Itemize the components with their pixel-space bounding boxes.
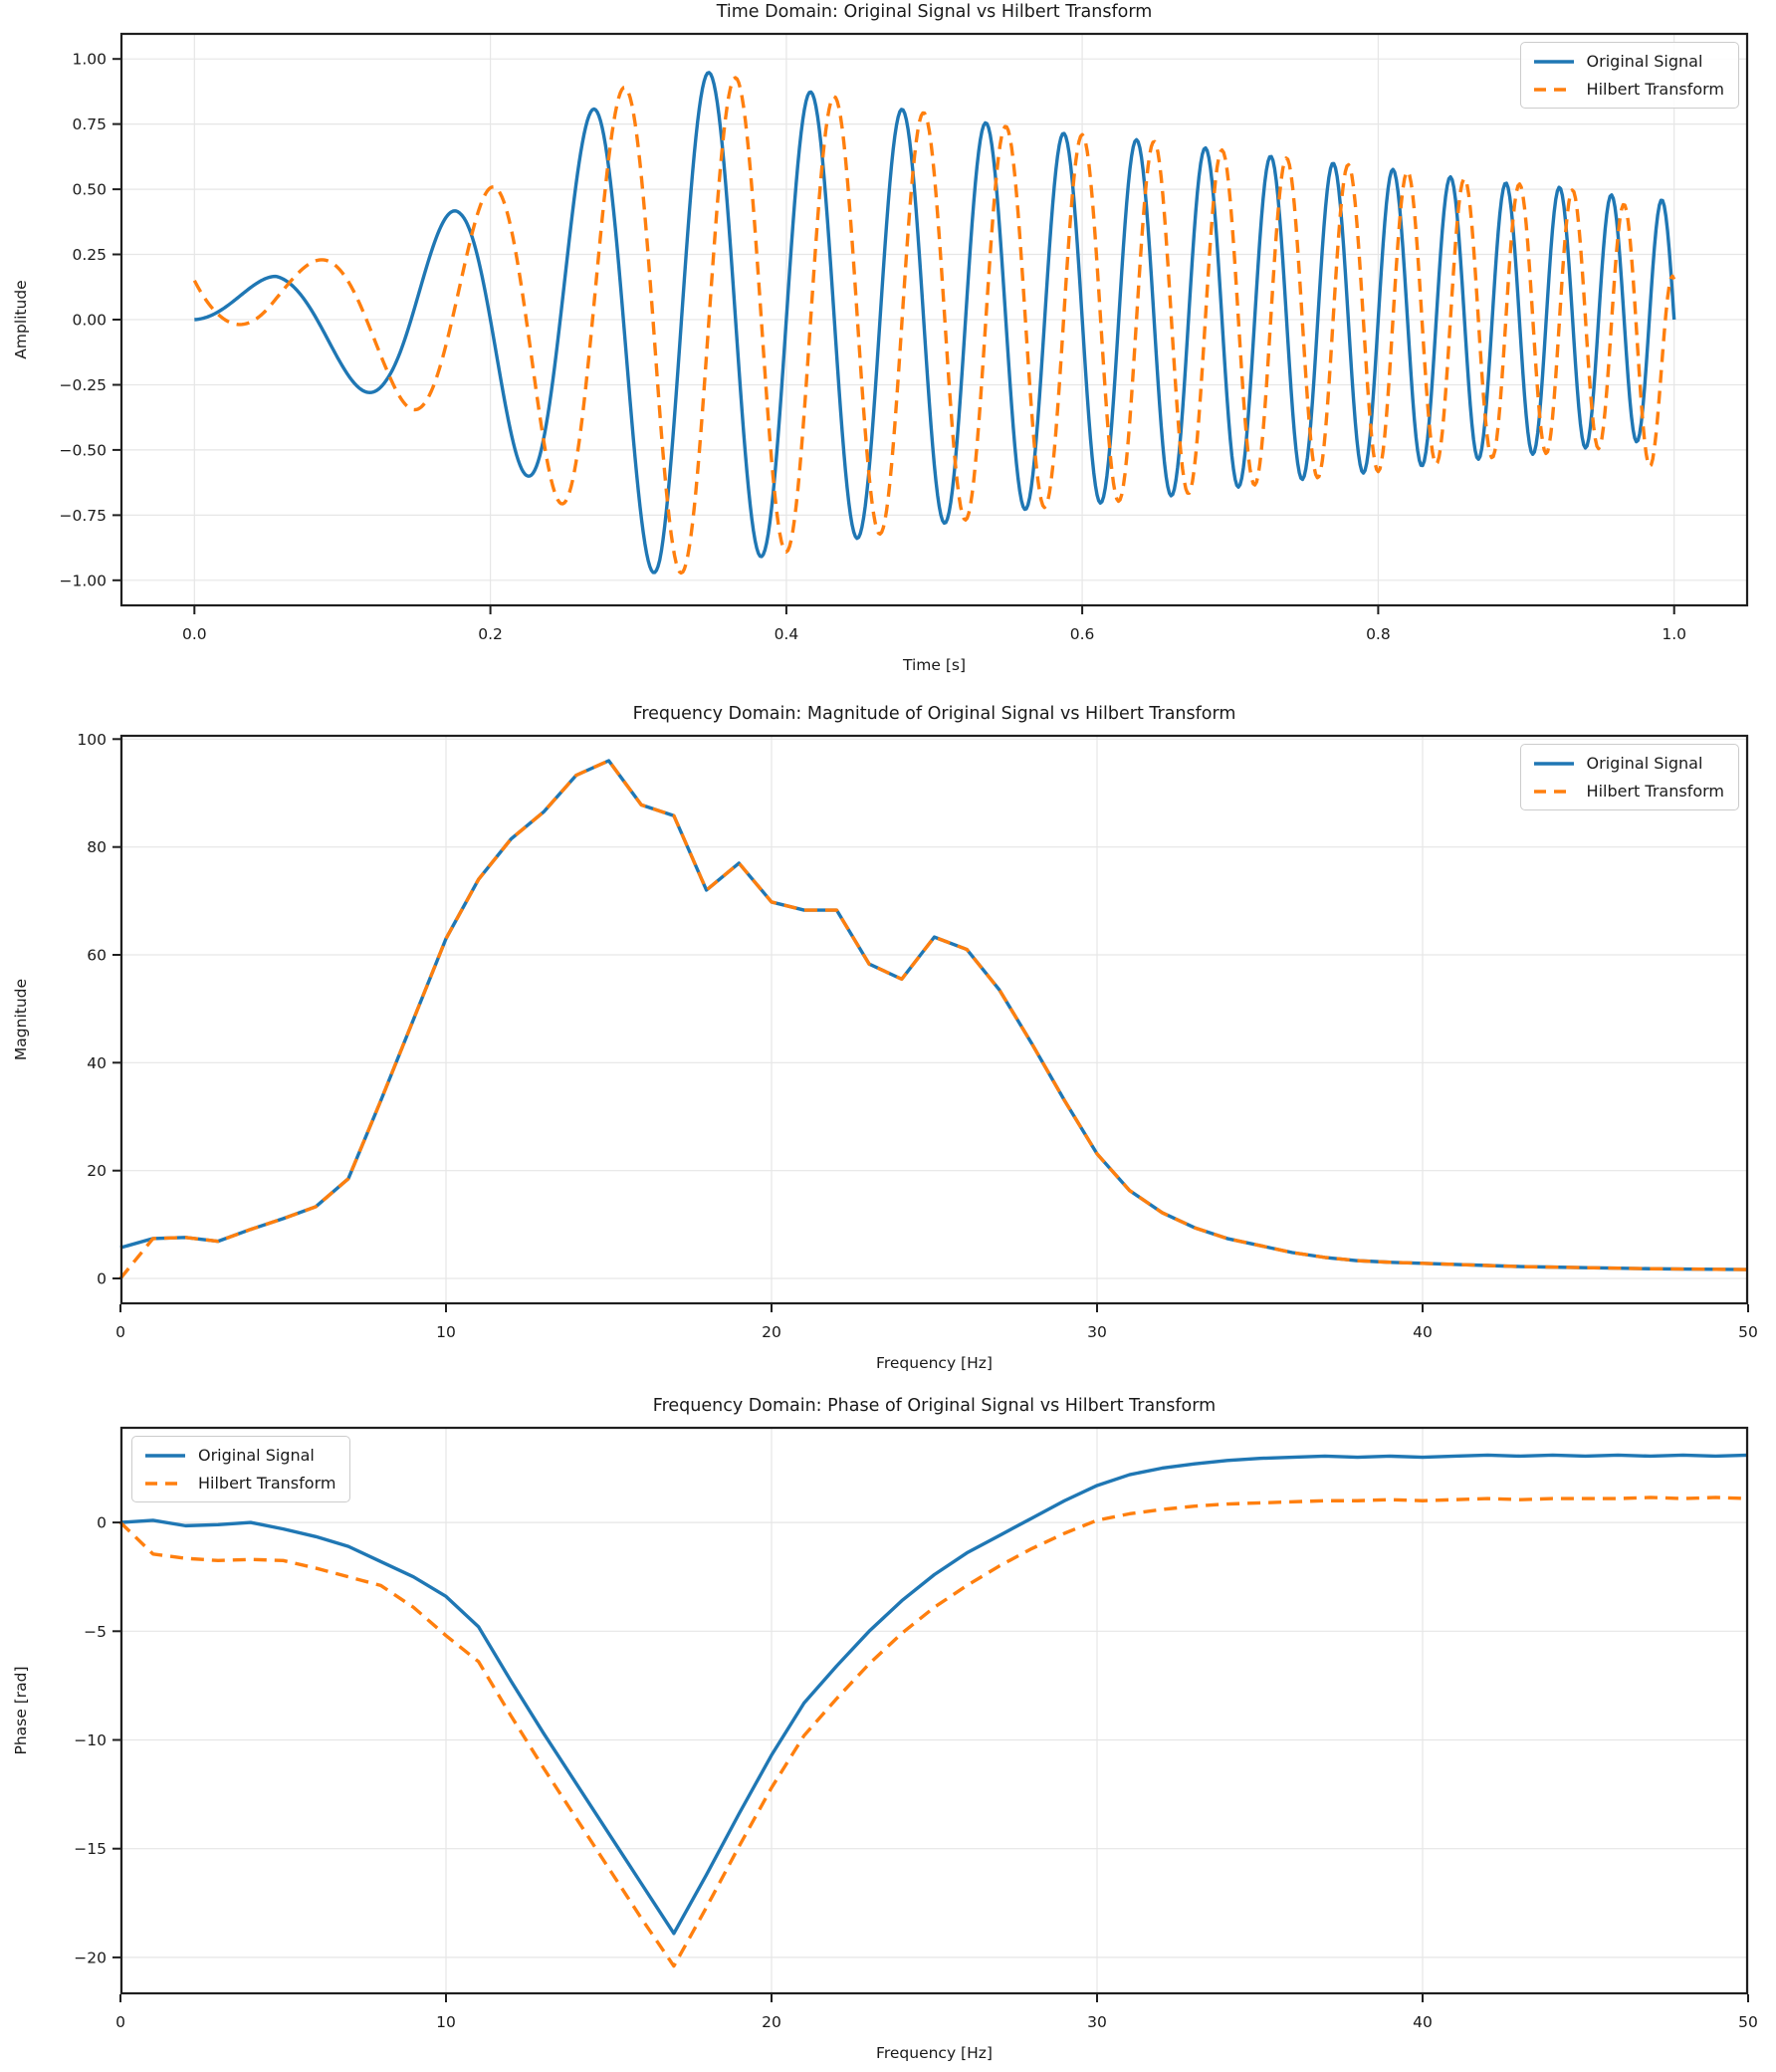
time-plot-canvas: 0.0 0.2 0.4 0.6 0.8 1.0 1.00 0.75 0.50 0.25 0.00 −0… [60,32,1749,643]
x-tick-label: 0.4 [775,625,799,643]
y-tick-label: 20 [87,1162,107,1180]
y-tick-label: 0 [97,1514,107,1532]
y-tick-label: 0.25 [72,246,107,264]
y-tick-label: 100 [77,731,107,749]
dashed-line-icon [145,1481,185,1486]
legend-item-original: Original Signal [144,1446,335,1465]
y-tick-label: −15 [74,1840,107,1858]
magnitude-spectrum-plot: Frequency Domain: Magnitude of Original … [12,704,1758,1372]
plot-title: Frequency Domain: Phase of Original Sign… [652,1396,1217,1416]
x-axis-label: Frequency [Hz] [876,2044,993,2062]
phase-spectrum-plot: Frequency Domain: Phase of Original Sign… [12,1396,1758,2062]
x-tick-label: 0.6 [1070,625,1095,643]
original-signal-line [119,1453,1749,1936]
x-axis-label: Frequency [Hz] [876,1354,993,1372]
x-tick-label: 0.8 [1366,625,1391,643]
x-tick-label: 30 [1087,2013,1107,2031]
original-signal-line [194,71,1676,575]
legend: Original Signal Hilbert Transform [131,1436,351,1502]
y-tick-label: 1.00 [72,51,107,69]
x-axis-label: Time [s] [902,656,967,674]
y-tick-label: 0.50 [72,181,107,199]
solid-line-icon [1533,761,1574,766]
axes-spines [119,734,1749,1305]
legend-item-hilbert: Hilbert Transform [1533,80,1724,99]
y-tick-label: 60 [87,947,107,965]
legend-item-hilbert: Hilbert Transform [144,1474,335,1493]
x-tick-label: 1.0 [1662,625,1686,643]
legend-item-hilbert: Hilbert Transform [1533,782,1724,801]
x-tick-label: 40 [1413,2013,1433,2031]
time-domain-plot: Time Domain: Original Signal vs Hilbert … [12,2,1749,674]
magnitude-plot-canvas: 0 10 20 30 40 50 0 20 40 60 80 100 [77,731,1757,1341]
x-tick-label: 30 [1087,1323,1107,1341]
x-tick-label: 0 [115,1323,125,1341]
axes-spines [119,1426,1749,1995]
x-tick-label: 0 [115,2013,125,2031]
y-tick-label: −0.25 [60,376,108,394]
dashed-line-icon [1533,87,1574,92]
y-tick-label: 0.75 [72,115,107,133]
legend: Original Signal Hilbert Transform [1519,42,1739,109]
legend-label-original: Original Signal [1586,52,1703,71]
original-signal-line [119,759,1749,1271]
legend-item-original: Original Signal [1533,52,1724,71]
x-tick-label: 0.0 [182,625,207,643]
x-tick-label: 0.2 [478,625,503,643]
hilbert-transform-line [118,759,1749,1280]
y-tick-label: −0.50 [60,441,108,459]
x-tick-label: 20 [762,2013,781,2031]
y-tick-label: −1.00 [60,572,108,589]
x-tick-label: 10 [436,1323,456,1341]
legend-label-hilbert: Hilbert Transform [1586,782,1724,801]
y-axis-label: Phase [rad] [12,1666,30,1755]
y-tick-label: 0 [97,1270,107,1288]
y-axis-label: Amplitude [12,280,30,359]
phase-plot-canvas: 0 10 20 30 40 50 0 −5 −10 −15 −20 [74,1426,1758,2031]
y-tick-label: 0.00 [72,312,107,330]
plot-title: Time Domain: Original Signal vs Hilbert … [716,2,1153,22]
x-tick-label: 50 [1738,2013,1758,2031]
x-tick-label: 50 [1738,1323,1758,1341]
x-tick-label: 20 [762,1323,781,1341]
solid-line-icon [1533,59,1574,64]
legend-label-hilbert: Hilbert Transform [1586,80,1724,99]
x-tick-label: 40 [1413,1323,1433,1341]
legend-label-original: Original Signal [1586,754,1703,773]
plot-title: Frequency Domain: Magnitude of Original … [632,704,1236,724]
y-axis-label: Magnitude [12,978,30,1061]
legend-item-original: Original Signal [1533,754,1724,773]
solid-line-icon [145,1453,185,1458]
dashed-line-icon [1533,789,1574,794]
hilbert-transform-line [118,1496,1749,1968]
y-tick-label: −5 [84,1623,107,1641]
y-tick-label: 40 [87,1054,107,1072]
y-tick-label: −20 [74,1949,107,1966]
legend-label-hilbert: Hilbert Transform [198,1474,336,1493]
axes-spines [119,32,1749,607]
y-tick-label: −0.75 [60,507,108,525]
legend-label-original: Original Signal [198,1446,315,1465]
x-tick-label: 10 [436,2013,456,2031]
y-tick-label: −10 [74,1731,107,1749]
hilbert-transform-line [192,76,1676,576]
legend: Original Signal Hilbert Transform [1519,744,1739,810]
y-tick-label: 80 [87,838,107,856]
